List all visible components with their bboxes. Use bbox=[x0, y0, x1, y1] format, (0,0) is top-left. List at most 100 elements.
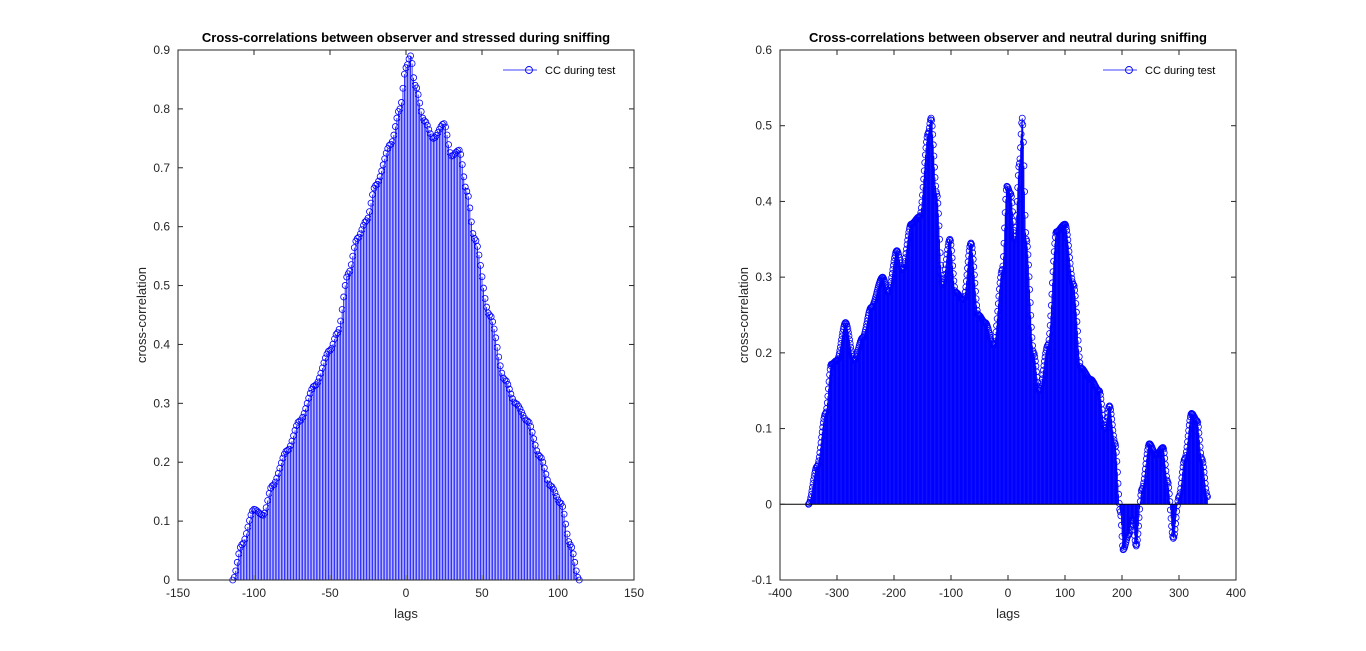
stem-marker bbox=[279, 454, 287, 462]
stem-marker bbox=[809, 483, 816, 491]
stem-marker bbox=[1047, 312, 1055, 320]
stem-marker bbox=[426, 130, 434, 138]
stem-marker bbox=[1000, 239, 1008, 247]
stem-marker bbox=[490, 325, 498, 333]
stem-marker bbox=[423, 121, 431, 129]
stem-marker bbox=[347, 261, 355, 269]
stem-marker bbox=[836, 347, 844, 355]
stem-marker bbox=[1107, 410, 1115, 418]
stem-marker bbox=[1050, 257, 1057, 265]
stem-marker bbox=[505, 385, 513, 393]
stem-marker bbox=[1101, 425, 1109, 432]
stem-marker bbox=[302, 405, 310, 412]
stem-marker bbox=[817, 439, 825, 446]
stem-marker bbox=[1033, 373, 1041, 381]
stem-marker bbox=[1133, 540, 1141, 548]
stem-marker bbox=[991, 338, 999, 346]
stem-marker bbox=[1049, 268, 1057, 276]
stem-marker bbox=[817, 444, 824, 452]
stem-marker bbox=[996, 279, 1004, 287]
stem-marker bbox=[941, 266, 949, 274]
stem-marker bbox=[837, 343, 844, 351]
legend: CC during test bbox=[1097, 60, 1227, 80]
stem-marker bbox=[390, 131, 398, 139]
stem-marker bbox=[1196, 436, 1203, 444]
stem-marker bbox=[467, 218, 475, 226]
stem-marker bbox=[1167, 506, 1174, 514]
stem-marker bbox=[1095, 387, 1103, 395]
stem-marker bbox=[1030, 350, 1038, 358]
x-tick-label: -400 bbox=[768, 586, 792, 600]
stem-marker bbox=[994, 307, 1002, 315]
legend-box bbox=[497, 60, 627, 80]
stem-marker bbox=[335, 326, 343, 333]
stem-marker bbox=[1173, 502, 1181, 510]
stem-marker bbox=[375, 177, 383, 185]
stem-marker bbox=[962, 277, 970, 285]
stem-marker bbox=[350, 244, 358, 252]
stem-marker bbox=[934, 199, 942, 207]
stem-marker bbox=[420, 117, 428, 125]
stem-marker bbox=[1073, 308, 1080, 316]
stem-marker bbox=[845, 328, 852, 336]
stem-marker bbox=[1008, 199, 1016, 207]
stem-marker bbox=[942, 261, 950, 269]
stem-marker bbox=[293, 422, 300, 430]
stem-marker bbox=[331, 335, 338, 343]
stem-marker bbox=[846, 336, 853, 344]
stem-marker bbox=[948, 247, 955, 255]
stem-marker bbox=[960, 296, 967, 304]
stem-marker bbox=[388, 138, 396, 146]
stem-marker bbox=[480, 284, 487, 292]
stem-marker bbox=[533, 447, 541, 455]
stem-marker bbox=[943, 250, 951, 258]
stem-marker bbox=[1040, 362, 1048, 370]
stem-marker bbox=[1061, 220, 1069, 228]
stem-marker bbox=[322, 354, 329, 362]
stem-marker bbox=[413, 84, 421, 92]
stem-marker bbox=[1063, 231, 1071, 239]
stem-marker bbox=[460, 173, 468, 181]
stem-marker bbox=[864, 311, 872, 319]
legend-label: CC during test bbox=[545, 65, 615, 77]
stem-marker bbox=[478, 273, 486, 281]
stem-marker bbox=[474, 243, 481, 250]
x-tick-label: -150 bbox=[166, 586, 190, 600]
stem-marker bbox=[259, 511, 267, 519]
stem-marker bbox=[1009, 218, 1017, 225]
stem-marker bbox=[428, 133, 436, 141]
y-tick-label: 0.3 bbox=[755, 270, 772, 284]
x-tick-label: 200 bbox=[1112, 586, 1132, 600]
x-tick-label: 300 bbox=[1169, 586, 1189, 600]
stem-marker bbox=[1001, 224, 1008, 232]
stem-marker bbox=[1021, 211, 1029, 219]
y-tick-label: 0.4 bbox=[755, 194, 772, 208]
stem-marker bbox=[492, 334, 500, 342]
stem-marker bbox=[888, 270, 896, 277]
stem-marker bbox=[1094, 386, 1101, 393]
stem-marker bbox=[303, 399, 311, 407]
stem-marker bbox=[559, 503, 566, 510]
stem-marker bbox=[1019, 138, 1027, 146]
stem-marker bbox=[507, 390, 515, 398]
stem-marker bbox=[963, 271, 971, 279]
stem-marker bbox=[808, 487, 816, 495]
stem-marker bbox=[1014, 172, 1022, 179]
stem-marker bbox=[1114, 480, 1122, 487]
y-tick-label: 0.6 bbox=[153, 220, 170, 234]
stem-marker bbox=[1097, 395, 1105, 403]
stem-marker bbox=[1000, 253, 1007, 260]
stem-marker bbox=[1009, 208, 1016, 216]
stem-marker bbox=[825, 378, 833, 385]
x-tick-label: -100 bbox=[242, 586, 266, 600]
stem-marker bbox=[1181, 454, 1189, 462]
stem-marker bbox=[442, 123, 449, 131]
stem-marker bbox=[1010, 233, 1018, 241]
stem-marker bbox=[481, 295, 489, 302]
stem-marker bbox=[842, 319, 849, 326]
stem-marker bbox=[1023, 237, 1031, 245]
stem-marker bbox=[486, 311, 494, 319]
stem-marker bbox=[838, 336, 845, 344]
stem-marker bbox=[972, 287, 979, 295]
stem-marker bbox=[1179, 468, 1186, 476]
